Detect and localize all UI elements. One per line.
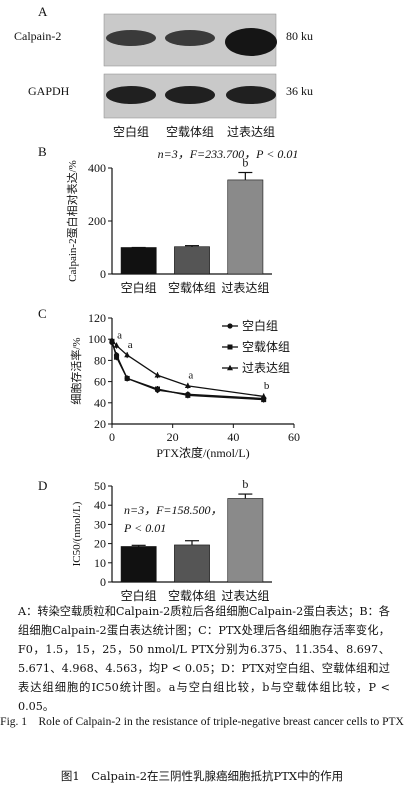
y-tick-label: 0 — [100, 267, 106, 281]
blot-lane-empty: 空载体组 — [166, 125, 214, 139]
data-point — [260, 393, 267, 399]
data-point — [124, 351, 131, 358]
x-tick-label: 40 — [227, 430, 239, 444]
sig-label: a — [117, 329, 122, 341]
blot-label-gapdh: GAPDH — [28, 84, 70, 98]
stats-annotation: n=3，F=233.700，P < 0.01 — [158, 147, 299, 161]
x-tick-label: 空载体组 — [168, 281, 216, 295]
figure-caption: A：转染空载质粒和Calpain-2质粒后各组细胞Calpain-2蛋白表达；B… — [18, 605, 390, 713]
blot-band-gapdh-empty — [165, 86, 215, 104]
legend-marker — [227, 344, 233, 350]
panel-b-chart: B 0 200 400 空白组 空载体组 b 过表达组 Calpain-2蛋白相对表达/% n=… — [38, 144, 298, 295]
blot-lane-blank: 空白组 — [113, 124, 149, 139]
stats-annotation: P < 0.01 — [123, 521, 166, 535]
y-axis-label: Calpain-2蛋白相对表达/% — [65, 160, 79, 282]
sig-label: b — [242, 477, 248, 491]
panel-a: A Calpain-2 GAPDH 80 ku 36 ku 空白组 空载体组 过… — [14, 4, 313, 139]
y-tick-label: 0 — [100, 575, 106, 589]
bar-2 — [227, 498, 264, 583]
x-tick-label: 过表达组 — [221, 281, 269, 295]
legend-label: 空白组 — [242, 318, 278, 333]
legend-marker — [227, 364, 233, 371]
blot-band-calpain-empty — [165, 30, 215, 46]
panel-c-letter: C — [38, 306, 47, 321]
y-tick-label: 50 — [94, 479, 106, 493]
data-point — [185, 392, 191, 398]
figure-title-en: Fig. 1 Role of Calpain-2 in the resistan… — [0, 716, 404, 728]
y-axis-label: IC50/(nmol/L) — [71, 501, 83, 566]
y-tick-label: 100 — [88, 332, 106, 346]
data-point — [124, 375, 130, 381]
y-tick-label: 40 — [94, 396, 106, 410]
blot-band-gapdh-blank — [106, 86, 156, 104]
x-tick-label: 空白组 — [121, 280, 157, 295]
y-tick-label: 30 — [94, 517, 106, 531]
figure-title-cn: 图1 Calpain-2在三阴性乳腺癌细胞抵抗PTX中的作用 — [60, 769, 344, 783]
panel-a-letter: A — [38, 4, 48, 19]
legend-label: 过表达组 — [242, 361, 290, 375]
panel-d-chart: D 0 10 20 30 40 50 空白组 空载体组 b 过表达组 IC50/(nmol/L) n=… — [38, 477, 272, 603]
panel-b-letter: B — [38, 144, 47, 159]
data-point — [155, 386, 160, 392]
blot-lane-over: 过表达组 — [227, 125, 275, 139]
sig-label: b — [242, 156, 248, 170]
data-point — [154, 372, 161, 378]
bar-2 — [227, 179, 264, 275]
x-tick-label: 20 — [167, 430, 179, 444]
y-tick-label: 60 — [94, 375, 106, 389]
legend-marker — [227, 323, 233, 329]
y-tick-label: 200 — [88, 214, 106, 228]
blot-band-calpain-blank — [106, 30, 156, 46]
y-tick-label: 20 — [94, 417, 106, 431]
data-point — [114, 354, 120, 360]
blot-size-80: 80 ku — [286, 29, 313, 43]
x-tick-label: 0 — [109, 430, 115, 444]
legend-label: 空载体组 — [242, 340, 290, 354]
series-line-1 — [111, 341, 264, 401]
x-tick-label: 过表达组 — [221, 589, 269, 603]
x-tick-label: 空载体组 — [168, 589, 216, 603]
y-tick-label: 80 — [94, 353, 106, 367]
y-axis-label: 细胞存活率/% — [69, 337, 83, 404]
data-point — [261, 397, 267, 403]
y-tick-label: 10 — [94, 556, 106, 570]
data-point — [109, 337, 115, 343]
x-tick-label: 60 — [288, 430, 300, 444]
blot-band-gapdh-over — [226, 86, 276, 104]
y-tick-label: 40 — [94, 498, 106, 512]
blot-label-calpain: Calpain-2 — [14, 29, 61, 43]
bar-0 — [120, 247, 157, 275]
data-point — [113, 342, 120, 348]
sig-label: b — [264, 380, 270, 392]
bar-1 — [174, 246, 210, 275]
blot-size-36: 36 ku — [286, 84, 313, 98]
y-tick-label: 20 — [94, 537, 106, 551]
x-axis-label: PTX浓度/(nmol/L) — [156, 445, 249, 460]
sig-label: a — [188, 370, 193, 382]
blot-band-calpain-over — [225, 28, 277, 56]
data-point — [184, 382, 191, 389]
panel-d-letter: D — [38, 478, 47, 493]
x-tick-label: 空白组 — [121, 588, 157, 603]
stats-annotation: n=3，F=158.500， — [124, 503, 223, 517]
sig-label: a — [128, 339, 133, 351]
y-tick-label: 400 — [88, 161, 106, 175]
bar-0 — [120, 546, 157, 583]
y-tick-label: 120 — [88, 311, 106, 325]
bar-1 — [174, 544, 210, 583]
